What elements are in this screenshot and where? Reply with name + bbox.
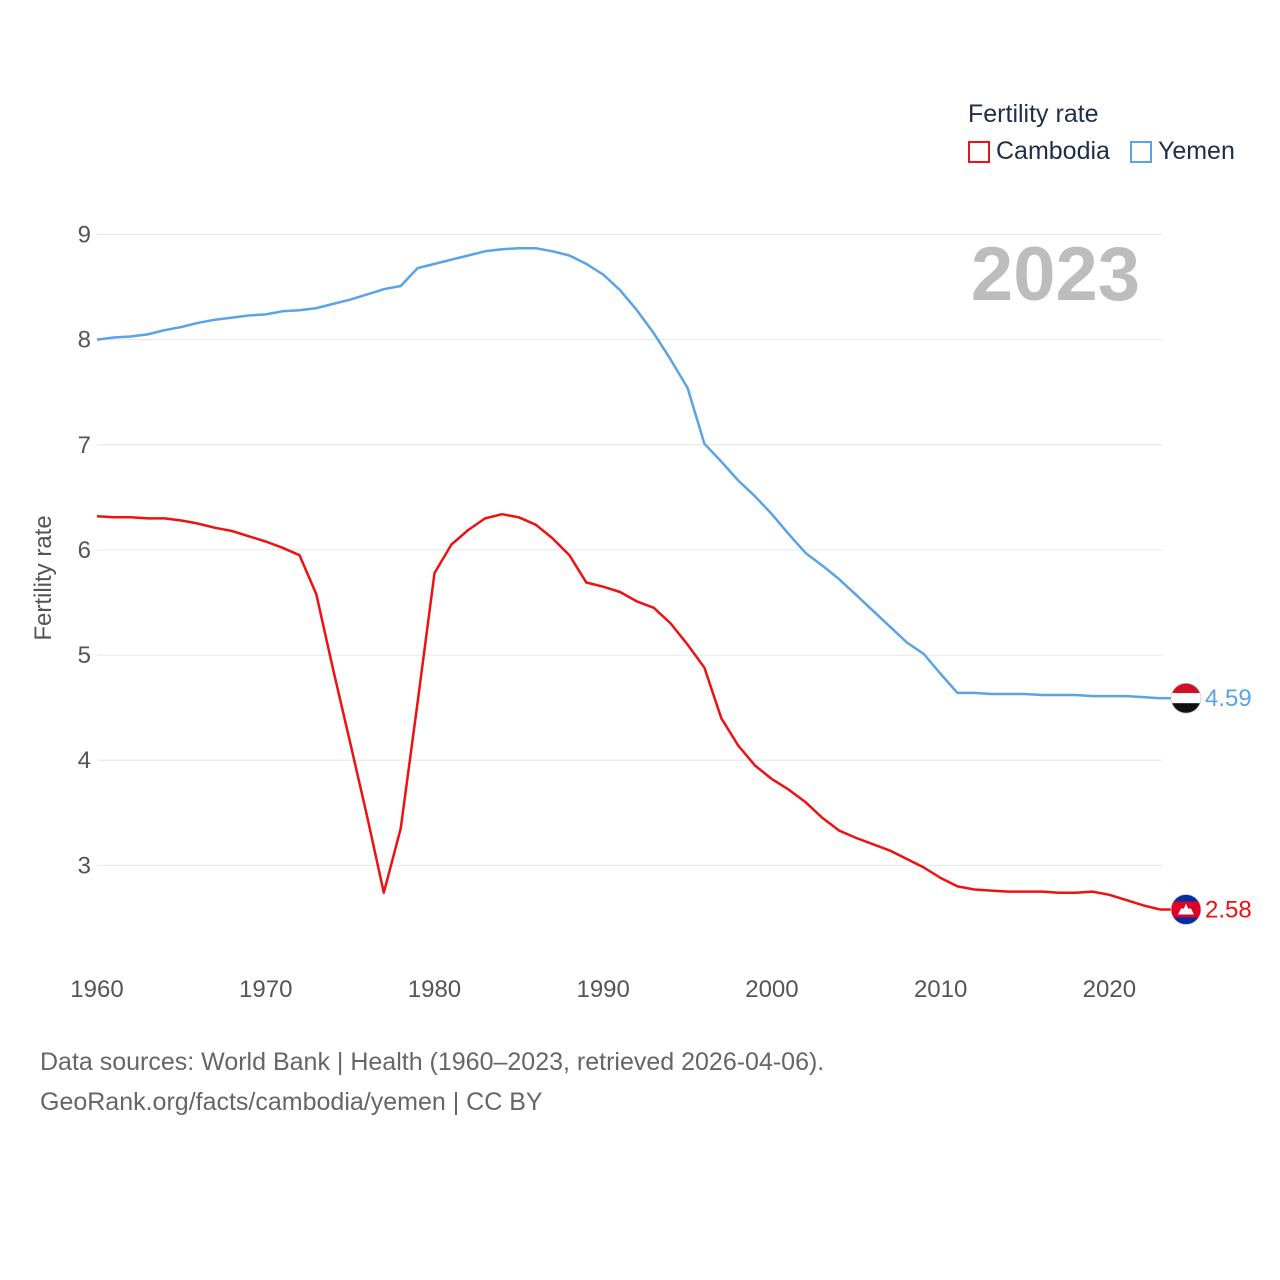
yemen-flag-icon xyxy=(1170,682,1202,714)
y-axis-title: Fertility rate xyxy=(30,515,57,640)
x-axis: 1960 1970 1980 1990 2000 2010 2020 xyxy=(70,976,1136,1003)
legend-title: Fertility rate xyxy=(968,100,1099,128)
end-value-label-cambodia: 2.58 xyxy=(1205,897,1252,924)
y-tick-label-7: 7 xyxy=(78,432,91,459)
y-tick-label-8: 8 xyxy=(78,327,91,354)
x-tick-label-2010: 2010 xyxy=(914,976,967,1003)
x-tick-label-1980: 1980 xyxy=(408,976,461,1003)
y-tick-label-4: 4 xyxy=(78,747,91,774)
x-tick-label-1970: 1970 xyxy=(239,976,292,1003)
grid xyxy=(97,234,1162,866)
y-tick-label-9: 9 xyxy=(78,222,91,249)
series-line-cambodia xyxy=(96,512,1161,911)
series-lines xyxy=(96,246,1172,911)
y-tick-label-3: 3 xyxy=(78,852,91,879)
y-axis: 3 4 5 6 7 8 9 xyxy=(78,222,91,880)
x-tick-label-1990: 1990 xyxy=(576,976,629,1003)
x-tick-label-2020: 2020 xyxy=(1083,976,1136,1003)
y-tick-label-6: 6 xyxy=(78,537,91,564)
series-endpoints: 2.58 4.59 xyxy=(1170,682,1252,925)
legend-item-cambodia[interactable]: Cambodia xyxy=(968,137,1110,166)
legend-swatch-cambodia xyxy=(968,140,990,163)
x-tick-label-2000: 2000 xyxy=(745,976,798,1003)
series-line-yemen xyxy=(96,246,1161,700)
legend-swatch-yemen xyxy=(1129,140,1152,163)
data-sources: Data sources: World Bank | Health (1960–… xyxy=(40,1042,824,1122)
x-tick-label-1960: 1960 xyxy=(70,976,123,1003)
legend: Fertility rate Cambodia Yemen xyxy=(968,100,1235,166)
year-label: 2023 xyxy=(971,232,1140,317)
cambodia-flag-icon xyxy=(1170,894,1202,925)
sources-line-1: Data sources: World Bank | Health (1960–… xyxy=(40,1048,825,1076)
legend-label-yemen: Yemen xyxy=(1157,137,1235,165)
y-tick-label-5: 5 xyxy=(78,642,91,669)
legend-item-yemen[interactable]: Yemen xyxy=(1129,137,1235,166)
sources-line-2[interactable]: GeoRank.org/facts/cambodia/yemen | CC BY xyxy=(40,1088,543,1116)
end-value-label-yemen: 4.59 xyxy=(1205,685,1252,712)
legend-label-cambodia: Cambodia xyxy=(996,137,1110,165)
